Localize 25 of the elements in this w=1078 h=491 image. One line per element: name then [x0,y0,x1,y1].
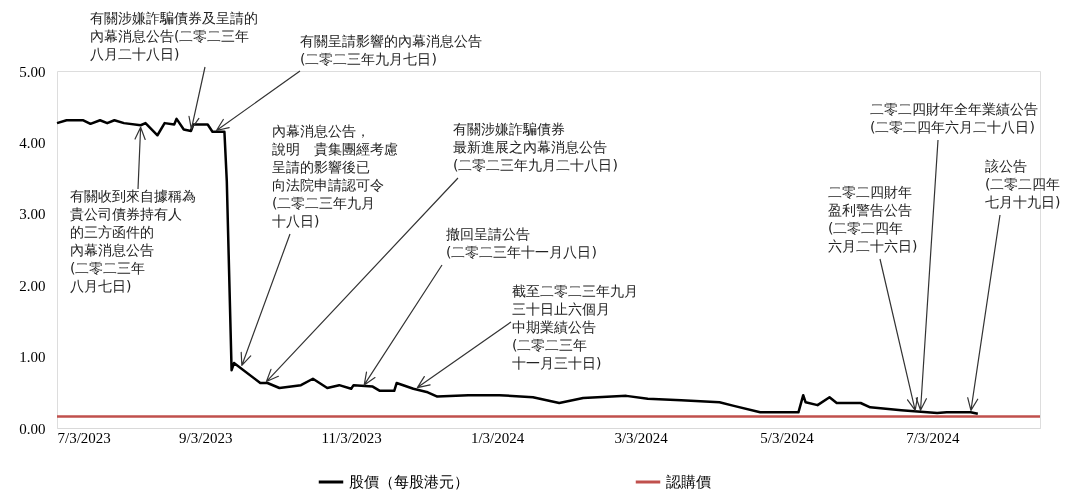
y-tick-label: 1.00 [19,349,46,366]
annotation: 有關收到來自據稱為貴公司債券持有人的三方函件的內幕消息公告(二零二三年八月七日) [70,188,196,294]
annotation: 有關涉嫌詐騙債券及呈請的內幕消息公告(二零二三年八月二十八日) [90,10,258,62]
annotation: 二零二四財年盈利警告公告(二零二四年六月二十六日) [828,184,918,254]
y-tick-label: 3.00 [19,206,46,223]
y-tick-label: 4.00 [19,134,46,151]
annotation: 撤回呈請公告(二零二三年十一月八日) [446,226,597,260]
legend-label: 股價（每股港元） [349,474,469,490]
x-tick-label: 11/3/2023 [321,429,382,446]
y-tick-label: 2.00 [19,277,46,294]
annotation: 有關涉嫌詐騙債券最新進展之內幕消息公告(二零二三年九月二十八日) [453,121,618,173]
x-tick-label: 7/3/2024 [906,429,961,446]
x-tick-label: 1/3/2024 [470,429,525,446]
annotation: 內幕消息公告，說明 貴集團經考慮呈請的影響後已向法院申請認可令(二零二三年九月十八日) [272,123,398,229]
legend-label: 認購價 [666,474,711,490]
y-tick-label: 0.00 [19,420,46,437]
x-tick-label: 7/3/2023 [57,429,111,446]
annotation: 截至二零二三年九月三十日止六個月中期業績公告(二零二三年十一月三十日) [512,283,638,371]
annotation: 該公告(二零二四年七月十九日) [985,158,1061,210]
y-tick-label: 5.00 [19,63,46,80]
x-tick-label: 5/3/2024 [760,429,815,446]
x-tick-label: 3/3/2024 [614,429,669,446]
annotation: 二零二四財年全年業績公告(二零二四年六月二十八日) [870,101,1038,135]
annotation: 有關呈請影響的內幕消息公告(二零二三年九月七日) [300,33,482,67]
x-tick-label: 9/3/2023 [179,429,233,446]
